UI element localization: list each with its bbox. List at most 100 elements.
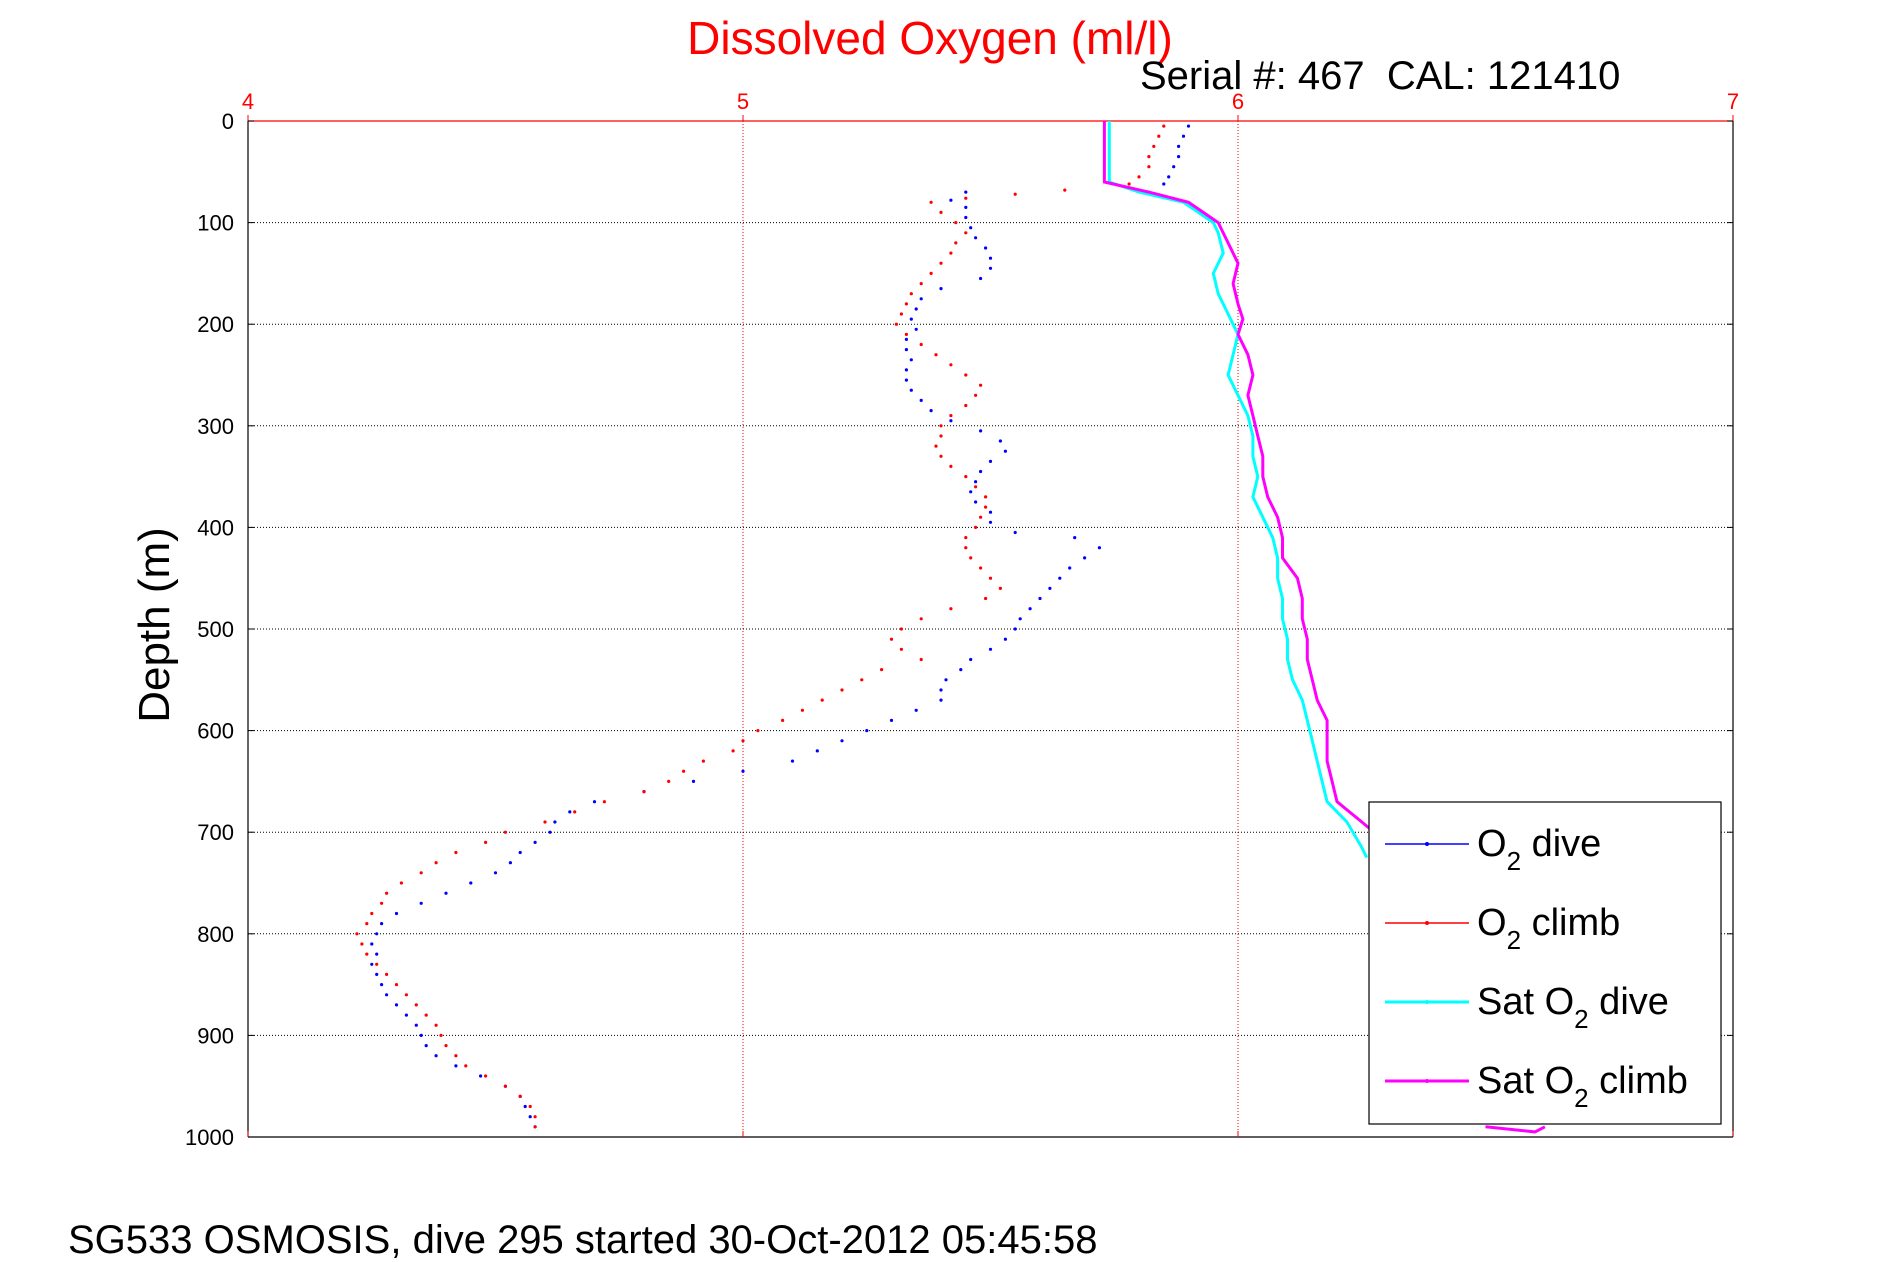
data-point — [419, 901, 423, 905]
data-point — [667, 779, 671, 784]
series-sat-o2-dive — [1107, 121, 1369, 859]
data-point — [553, 820, 557, 824]
data-point — [979, 515, 983, 519]
series-line — [1485, 1125, 1546, 1134]
data-point — [944, 678, 948, 682]
data-point — [444, 891, 448, 895]
data-point — [1073, 536, 1077, 540]
data-point — [964, 403, 968, 408]
data-point — [385, 891, 389, 895]
data-point — [800, 708, 805, 712]
data-point — [1167, 175, 1171, 179]
data-point — [934, 444, 938, 448]
data-point — [889, 718, 894, 723]
data-point — [444, 1044, 448, 1048]
data-point — [969, 490, 973, 494]
y-tick-label: 700 — [197, 820, 234, 845]
data-point — [385, 972, 389, 977]
data-point — [1068, 566, 1072, 570]
data-point — [1147, 155, 1151, 159]
data-point — [1058, 576, 1062, 580]
data-point — [988, 576, 993, 580]
data-point — [899, 312, 904, 316]
data-point — [964, 190, 968, 194]
data-point — [1162, 182, 1166, 186]
data-point — [484, 840, 488, 845]
data-point — [949, 363, 953, 367]
data-point — [949, 251, 953, 255]
data-point — [904, 348, 909, 352]
x-tick-label: 6 — [1232, 89, 1244, 114]
data-point — [954, 241, 958, 245]
data-point — [454, 850, 458, 855]
data-point — [543, 820, 547, 824]
data-point — [914, 708, 918, 712]
data-point — [998, 586, 1003, 591]
data-point — [781, 718, 785, 723]
x-tick-label: 4 — [242, 89, 254, 114]
legend: O2 dive O2 climb Sat O2 dive Sat O2 climb — [1368, 801, 1722, 1125]
data-point — [988, 459, 993, 463]
data-point — [964, 196, 968, 200]
data-point — [434, 1054, 438, 1058]
data-point — [840, 739, 844, 743]
series-o2-dive — [370, 124, 1191, 1129]
y-tick-label: 100 — [197, 211, 234, 236]
data-point — [979, 566, 983, 570]
data-point — [370, 942, 374, 946]
data-point — [1172, 165, 1176, 169]
data-point — [939, 287, 943, 291]
data-point — [934, 353, 938, 357]
data-point — [964, 373, 968, 377]
plot-area — [355, 121, 1546, 1134]
data-point — [964, 231, 968, 235]
data-point — [790, 759, 795, 763]
data-point — [880, 668, 884, 672]
data-point — [365, 922, 369, 926]
data-point — [1177, 144, 1181, 148]
data-point — [919, 657, 923, 662]
data-point — [984, 596, 988, 601]
data-point — [1137, 175, 1141, 179]
data-point — [424, 1044, 428, 1048]
data-point — [929, 200, 933, 204]
data-point — [939, 261, 943, 265]
data-point — [355, 932, 359, 936]
data-point — [1186, 124, 1191, 128]
data-point — [919, 297, 923, 301]
data-point — [984, 505, 988, 509]
data-point — [701, 759, 706, 763]
data-point — [1013, 530, 1017, 535]
data-point — [899, 647, 904, 651]
data-point — [533, 1125, 537, 1129]
data-point — [974, 525, 978, 530]
data-point — [964, 205, 968, 209]
data-point — [899, 627, 904, 631]
data-point — [1028, 607, 1032, 611]
data-point — [865, 729, 869, 733]
data-point — [914, 307, 918, 311]
data-point — [979, 276, 983, 281]
data-point — [394, 983, 399, 987]
data-point — [533, 1115, 537, 1119]
dive-footer: SG533 OSMOSIS, dive 295 started 30-Oct-2… — [68, 1218, 1098, 1262]
data-point — [360, 942, 364, 946]
data-point — [929, 409, 933, 413]
data-point — [375, 952, 379, 956]
data-point — [904, 378, 909, 382]
data-point — [969, 657, 973, 662]
data-point — [375, 962, 379, 966]
data-point — [484, 1074, 488, 1078]
data-point — [1003, 449, 1008, 453]
data-point — [380, 901, 384, 905]
data-point — [1048, 586, 1052, 591]
data-point — [454, 1064, 458, 1068]
data-point — [568, 810, 572, 814]
data-point — [974, 500, 978, 504]
y-tick-label: 500 — [197, 617, 234, 642]
data-point — [385, 993, 389, 997]
data-point — [523, 1104, 527, 1109]
data-point — [954, 221, 958, 225]
data-point — [1013, 627, 1017, 631]
